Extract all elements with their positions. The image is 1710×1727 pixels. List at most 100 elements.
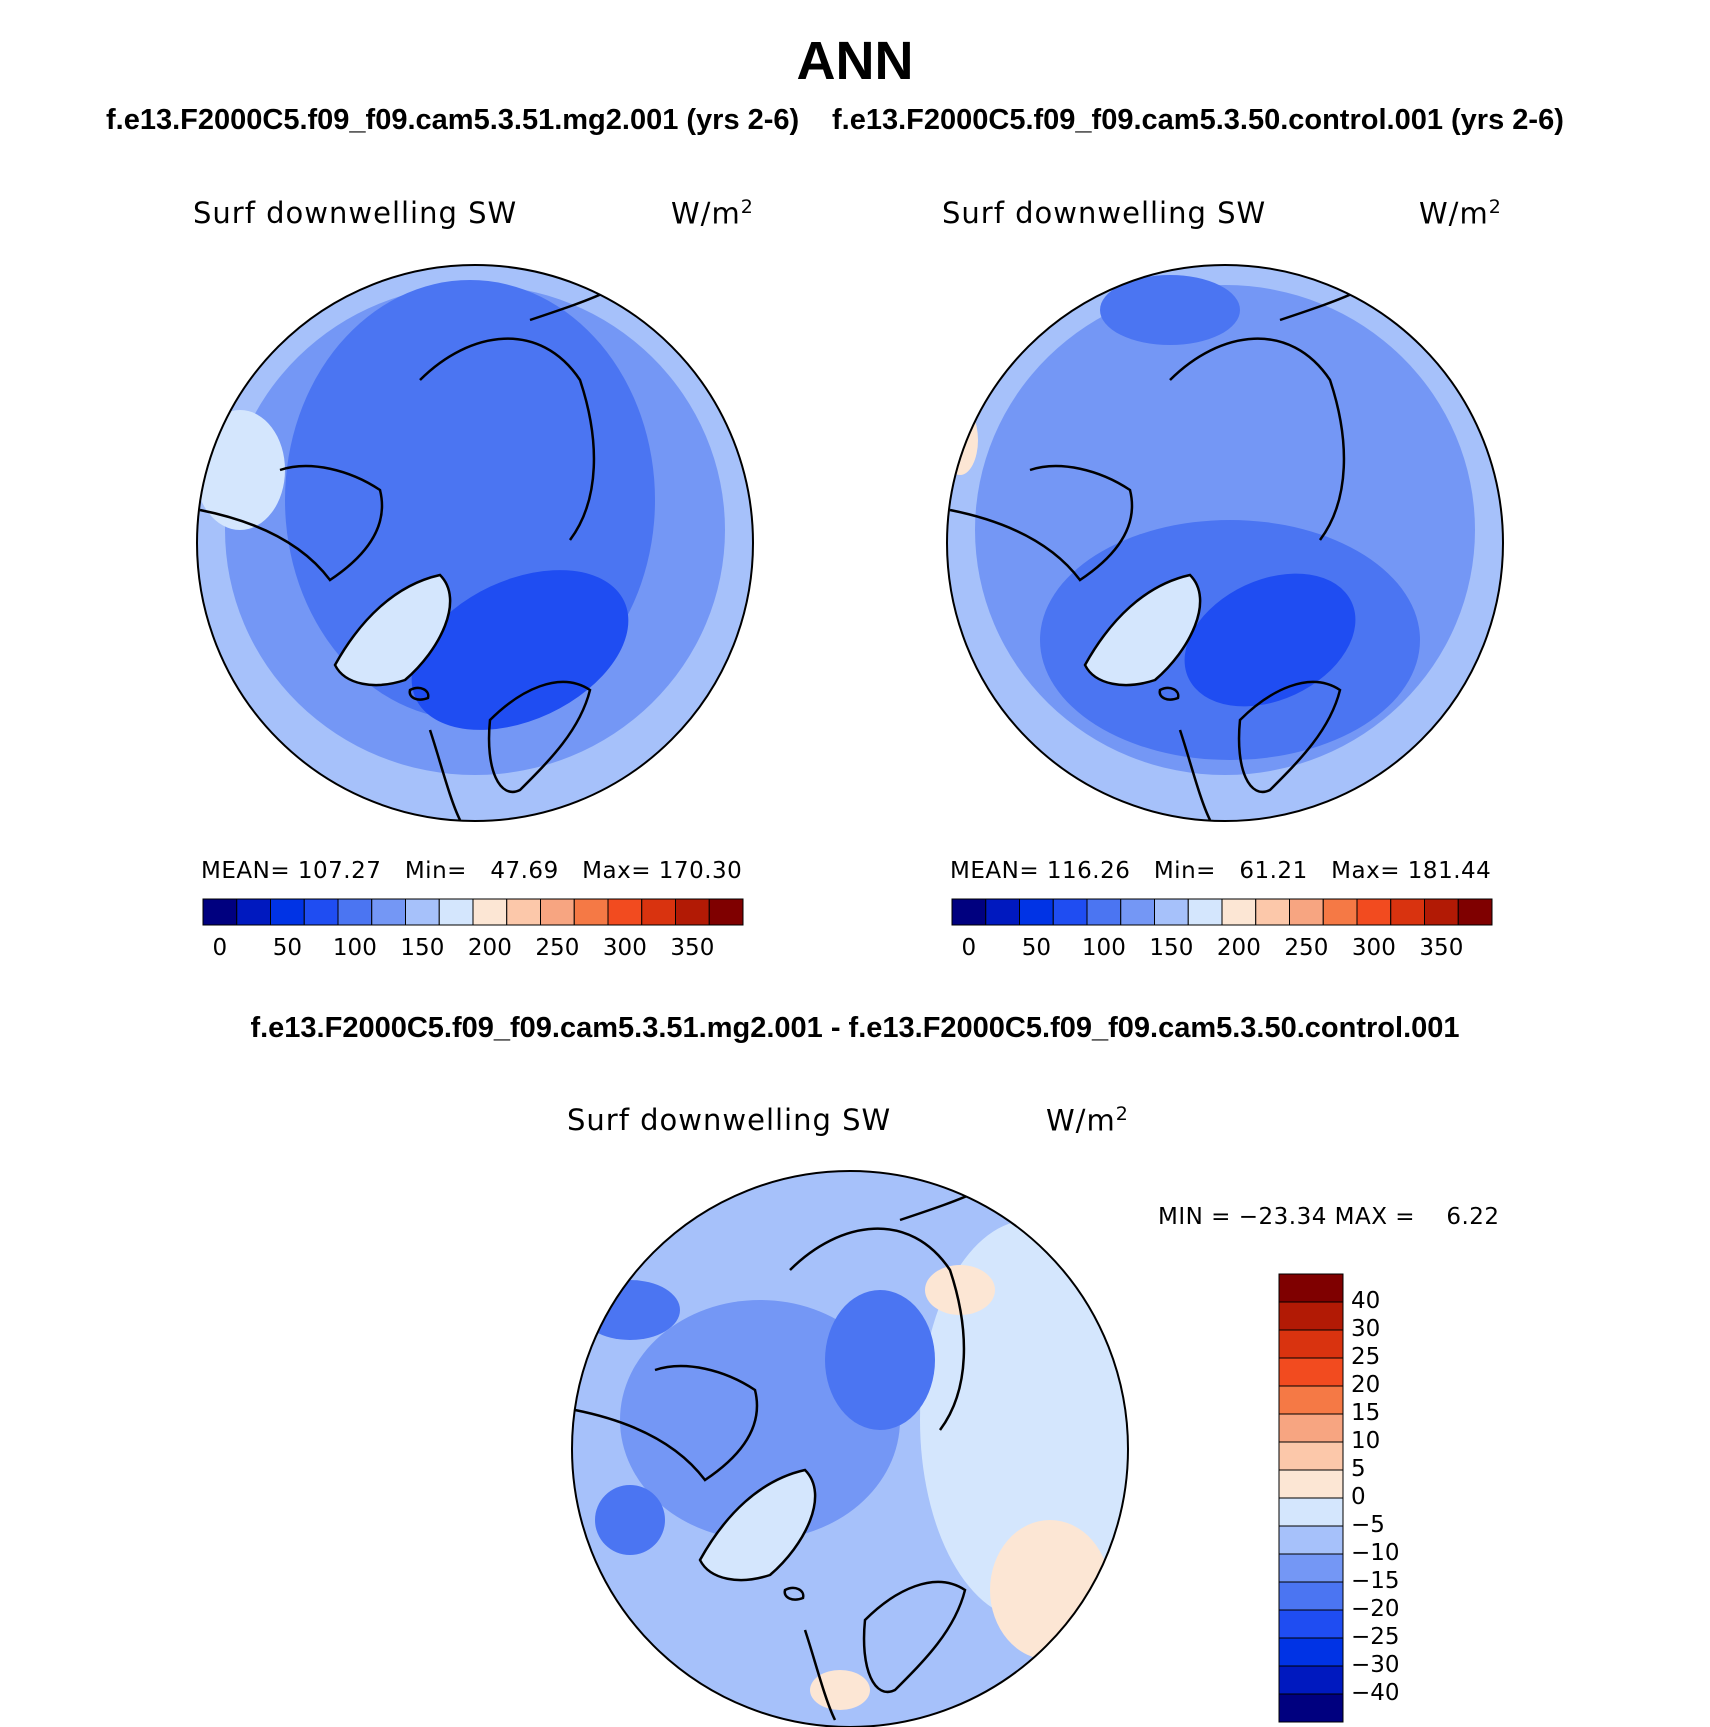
colorbar-tick-label: 150	[1149, 935, 1194, 961]
colorbar-swatch	[506, 898, 541, 926]
colorbar-swatch	[1278, 1329, 1344, 1359]
map-fill-warm-patch-3	[810, 1670, 870, 1710]
left-panel-variable-label: Surf downwelling SW	[193, 196, 518, 230]
right-panel-map-border	[946, 264, 1504, 822]
colorbar-swatch	[1278, 1693, 1344, 1723]
colorbar-swatch	[1390, 898, 1425, 926]
colorbar-swatch	[573, 898, 609, 926]
colorbar-tick-label: 350	[1419, 935, 1464, 961]
map-fill-core	[1184, 573, 1356, 707]
colorbar-swatch	[1356, 898, 1392, 926]
coastline-canada	[574, 1364, 759, 1482]
colorbar-tick-label: −20	[1351, 1596, 1400, 1622]
coastline-siberia	[419, 337, 596, 541]
colorbar-swatch	[1424, 898, 1459, 926]
colorbar-tick-label: 300	[1351, 935, 1396, 961]
map-fill-light-region	[920, 1220, 1128, 1620]
greenland-outline	[698, 1468, 817, 1582]
colorbar-swatch	[1278, 1553, 1344, 1583]
greenland-outline	[333, 573, 452, 687]
colorbar-swatch	[951, 898, 987, 926]
colorbar-swatch	[1278, 1357, 1344, 1387]
colorbar-tick-label: 40	[1351, 1288, 1381, 1314]
map-fill-core	[411, 570, 629, 730]
colorbar-tick-label: 50	[1021, 935, 1052, 961]
colorbar-swatch	[337, 898, 373, 926]
colorbar-swatch	[1019, 898, 1054, 926]
colorbar-swatch	[1322, 898, 1358, 926]
colorbar-tick-label: 250	[1284, 935, 1329, 961]
colorbar-swatch	[1154, 898, 1189, 926]
left-panel-map-border	[196, 264, 754, 822]
greenland-outline	[1083, 573, 1202, 687]
difference-units: W/m2	[1046, 1103, 1129, 1138]
colorbar-tick-label: 250	[535, 935, 580, 961]
left-panel-stats: MEAN= 107.27 Min= 47.69 Max= 170.30	[201, 858, 743, 884]
right-panel-units: W/m2	[1419, 196, 1502, 231]
colorbar-swatch	[1278, 1525, 1344, 1555]
difference-minmax: MIN = −23.34 MAX = 6.22	[1158, 1204, 1500, 1230]
colorbar-tick-label: 100	[332, 935, 377, 961]
colorbar-tick-label: 25	[1351, 1344, 1381, 1370]
colorbar-swatch	[1278, 1273, 1344, 1303]
left-panel-units: W/m2	[671, 196, 754, 231]
colorbar-swatch	[1278, 1637, 1344, 1667]
colorbar-tick-label: 350	[670, 935, 715, 961]
colorbar-swatch	[1278, 1385, 1344, 1415]
map-fill-warm-patch-1	[990, 1520, 1110, 1660]
difference-title: f.e13.F2000C5.f09_f09.cam5.3.51.mg2.001 …	[250, 1012, 1460, 1044]
colorbar-swatch	[438, 898, 474, 926]
colorbar-swatch	[1278, 1413, 1344, 1443]
colorbar-swatch	[540, 898, 575, 926]
map-fill-core-2	[580, 1280, 680, 1340]
coastline-canada	[949, 464, 1134, 582]
right-panel-polar-map	[947, 265, 1503, 821]
coastline-siberia	[1169, 337, 1346, 541]
colorbar-swatch	[675, 898, 710, 926]
coastline-scandinavia	[1237, 680, 1342, 794]
right-panel-variable-label: Surf downwelling SW	[942, 196, 1267, 230]
colorbar-tick-label: 0	[961, 935, 977, 961]
coastline-scandinavia	[862, 1580, 967, 1694]
iceland-outline	[783, 1586, 805, 1601]
difference-map-border	[571, 1170, 1129, 1727]
colorbar-tick-label: −30	[1351, 1652, 1400, 1678]
colorbar-swatch	[985, 898, 1020, 926]
coastline-uk	[1178, 729, 1212, 821]
colorbar-tick-label: 30	[1351, 1316, 1381, 1342]
map-fill-warm-patch	[947, 405, 978, 475]
colorbar-tick-label: −10	[1351, 1540, 1400, 1566]
left-panel-subtitle: f.e13.F2000C5.f09_f09.cam5.3.51.mg2.001 …	[106, 104, 800, 136]
colorbar-tick-label: 5	[1351, 1456, 1366, 1482]
colorbar-tick-label: −5	[1351, 1512, 1385, 1538]
colorbar-tick-label: 200	[467, 935, 512, 961]
left-panel-polar-map	[197, 265, 753, 821]
colorbar-swatch	[1278, 1301, 1344, 1331]
colorbar-tick-label: 15	[1351, 1400, 1381, 1426]
colorbar-tick-label: 0	[1351, 1484, 1366, 1510]
colorbar-tick-label: 20	[1351, 1372, 1381, 1398]
colorbar-swatch	[1221, 898, 1257, 926]
colorbar-tick-label: 10	[1351, 1428, 1381, 1454]
colorbar-swatch	[1278, 1609, 1344, 1639]
map-fill-core-3	[595, 1485, 665, 1555]
iceland-outline	[408, 686, 430, 701]
colorbar-swatch	[708, 898, 744, 926]
colorbar-swatch	[1187, 898, 1223, 926]
colorbar-swatch	[202, 898, 238, 926]
colorbar-swatch	[1278, 1665, 1344, 1695]
figure-title: ANN	[796, 31, 914, 91]
map-fill-warm-patch-2	[925, 1265, 995, 1315]
colorbar-swatch	[1120, 898, 1155, 926]
difference-colorbar	[1278, 1273, 1344, 1723]
colorbar-swatch	[1086, 898, 1122, 926]
coastline-uk	[428, 729, 462, 821]
colorbar-swatch	[641, 898, 676, 926]
colorbar-tick-label: 200	[1216, 935, 1261, 961]
colorbar-swatch	[1278, 1581, 1344, 1611]
colorbar-swatch	[1278, 1441, 1344, 1471]
colorbar-swatch	[1278, 1469, 1344, 1499]
coastline-siberia	[789, 1227, 966, 1431]
colorbar-swatch	[405, 898, 440, 926]
